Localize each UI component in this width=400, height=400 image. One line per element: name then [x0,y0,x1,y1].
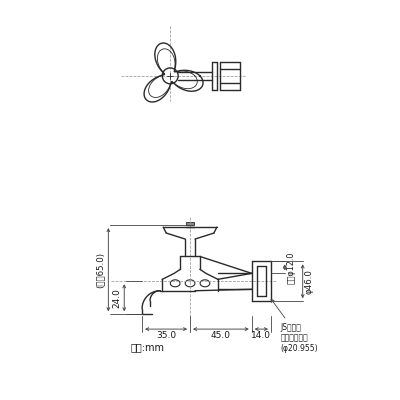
Text: 14.0: 14.0 [251,330,271,340]
Text: 内径φ12.0: 内径φ12.0 [287,251,296,284]
Bar [186,222,194,225]
Text: (最大65.0): (最大65.0) [95,252,104,288]
Text: JS給水栖
取付ねじ１３
(φ20.955): JS給水栖 取付ねじ１３ (φ20.955) [271,299,318,353]
Text: 24.0: 24.0 [112,288,121,308]
Text: 35.0: 35.0 [156,330,176,340]
Text: φ46.0: φ46.0 [305,269,314,294]
Text: 45.0: 45.0 [211,330,231,340]
Text: 単位:mm: 単位:mm [130,342,164,352]
